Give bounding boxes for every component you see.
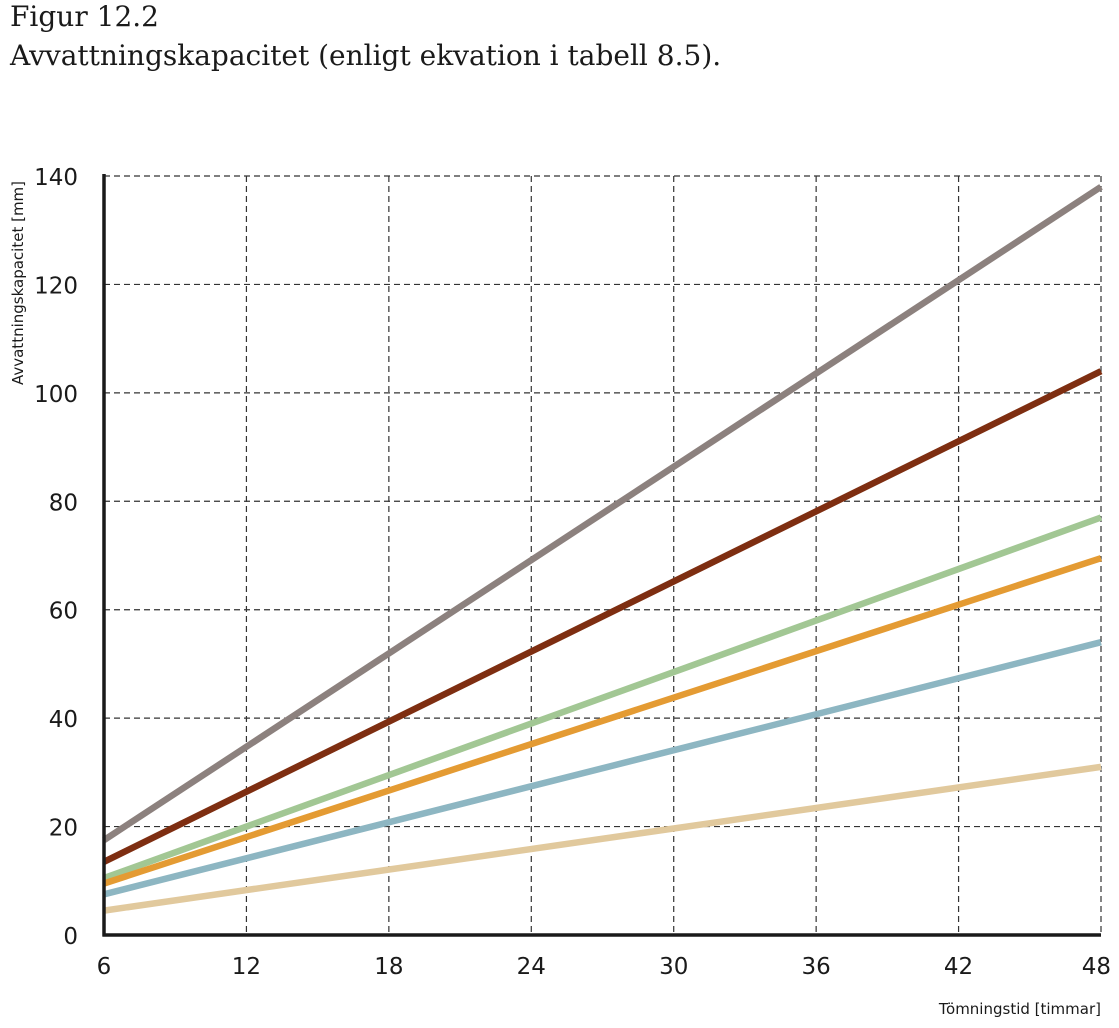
- x-tick-label: 36: [802, 954, 831, 980]
- y-tick-label: 140: [34, 165, 78, 191]
- y-axis-label: Avvattningskapacitet [mm]: [9, 181, 27, 385]
- series-line-3: [102, 514, 1103, 882]
- series-line-4: [102, 555, 1103, 887]
- x-tick-labels: 6 12 18 24 30 36 42 48: [97, 954, 1111, 980]
- figure-label: Figur 12.2: [10, 0, 159, 33]
- x-tick-label: 48: [1082, 954, 1111, 980]
- series-lines: [102, 184, 1103, 914]
- x-tick-label: 42: [944, 954, 973, 980]
- y-tick-labels: 0 20 40 60 80 100 120 140: [34, 165, 78, 950]
- x-tick-label: 6: [97, 954, 112, 980]
- x-axis-label: Tömningstid [timmar]: [938, 1000, 1101, 1018]
- y-tick-label: 60: [49, 599, 78, 625]
- x-tick-label: 24: [517, 954, 546, 980]
- y-tick-label: 0: [63, 924, 78, 950]
- x-tick-label: 30: [659, 954, 688, 980]
- y-tick-label: 80: [49, 490, 78, 516]
- figure-caption: Avvattningskapacitet (enligt ekvation i …: [10, 39, 722, 72]
- y-tick-label: 100: [34, 382, 78, 408]
- y-tick-label: 40: [49, 707, 78, 733]
- series-line-5: [103, 639, 1102, 898]
- x-tick-label: 12: [232, 954, 261, 980]
- series-line-1: [102, 184, 1103, 843]
- x-tick-label: 18: [374, 954, 403, 980]
- series-line-6: [103, 763, 1102, 914]
- y-tick-label: 20: [49, 816, 78, 842]
- series-line-2: [102, 368, 1103, 865]
- axes: [102, 174, 1101, 937]
- y-tick-label: 120: [34, 273, 78, 299]
